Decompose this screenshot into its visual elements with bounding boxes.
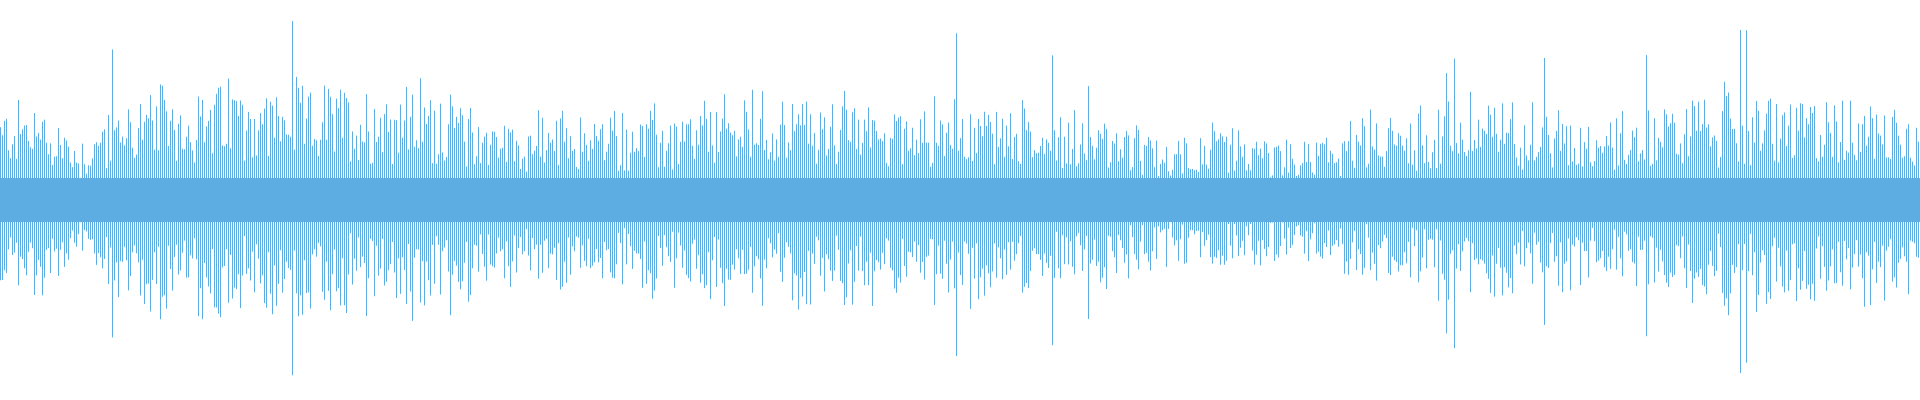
waveform-amplitude-bars — [0, 21, 1919, 376]
